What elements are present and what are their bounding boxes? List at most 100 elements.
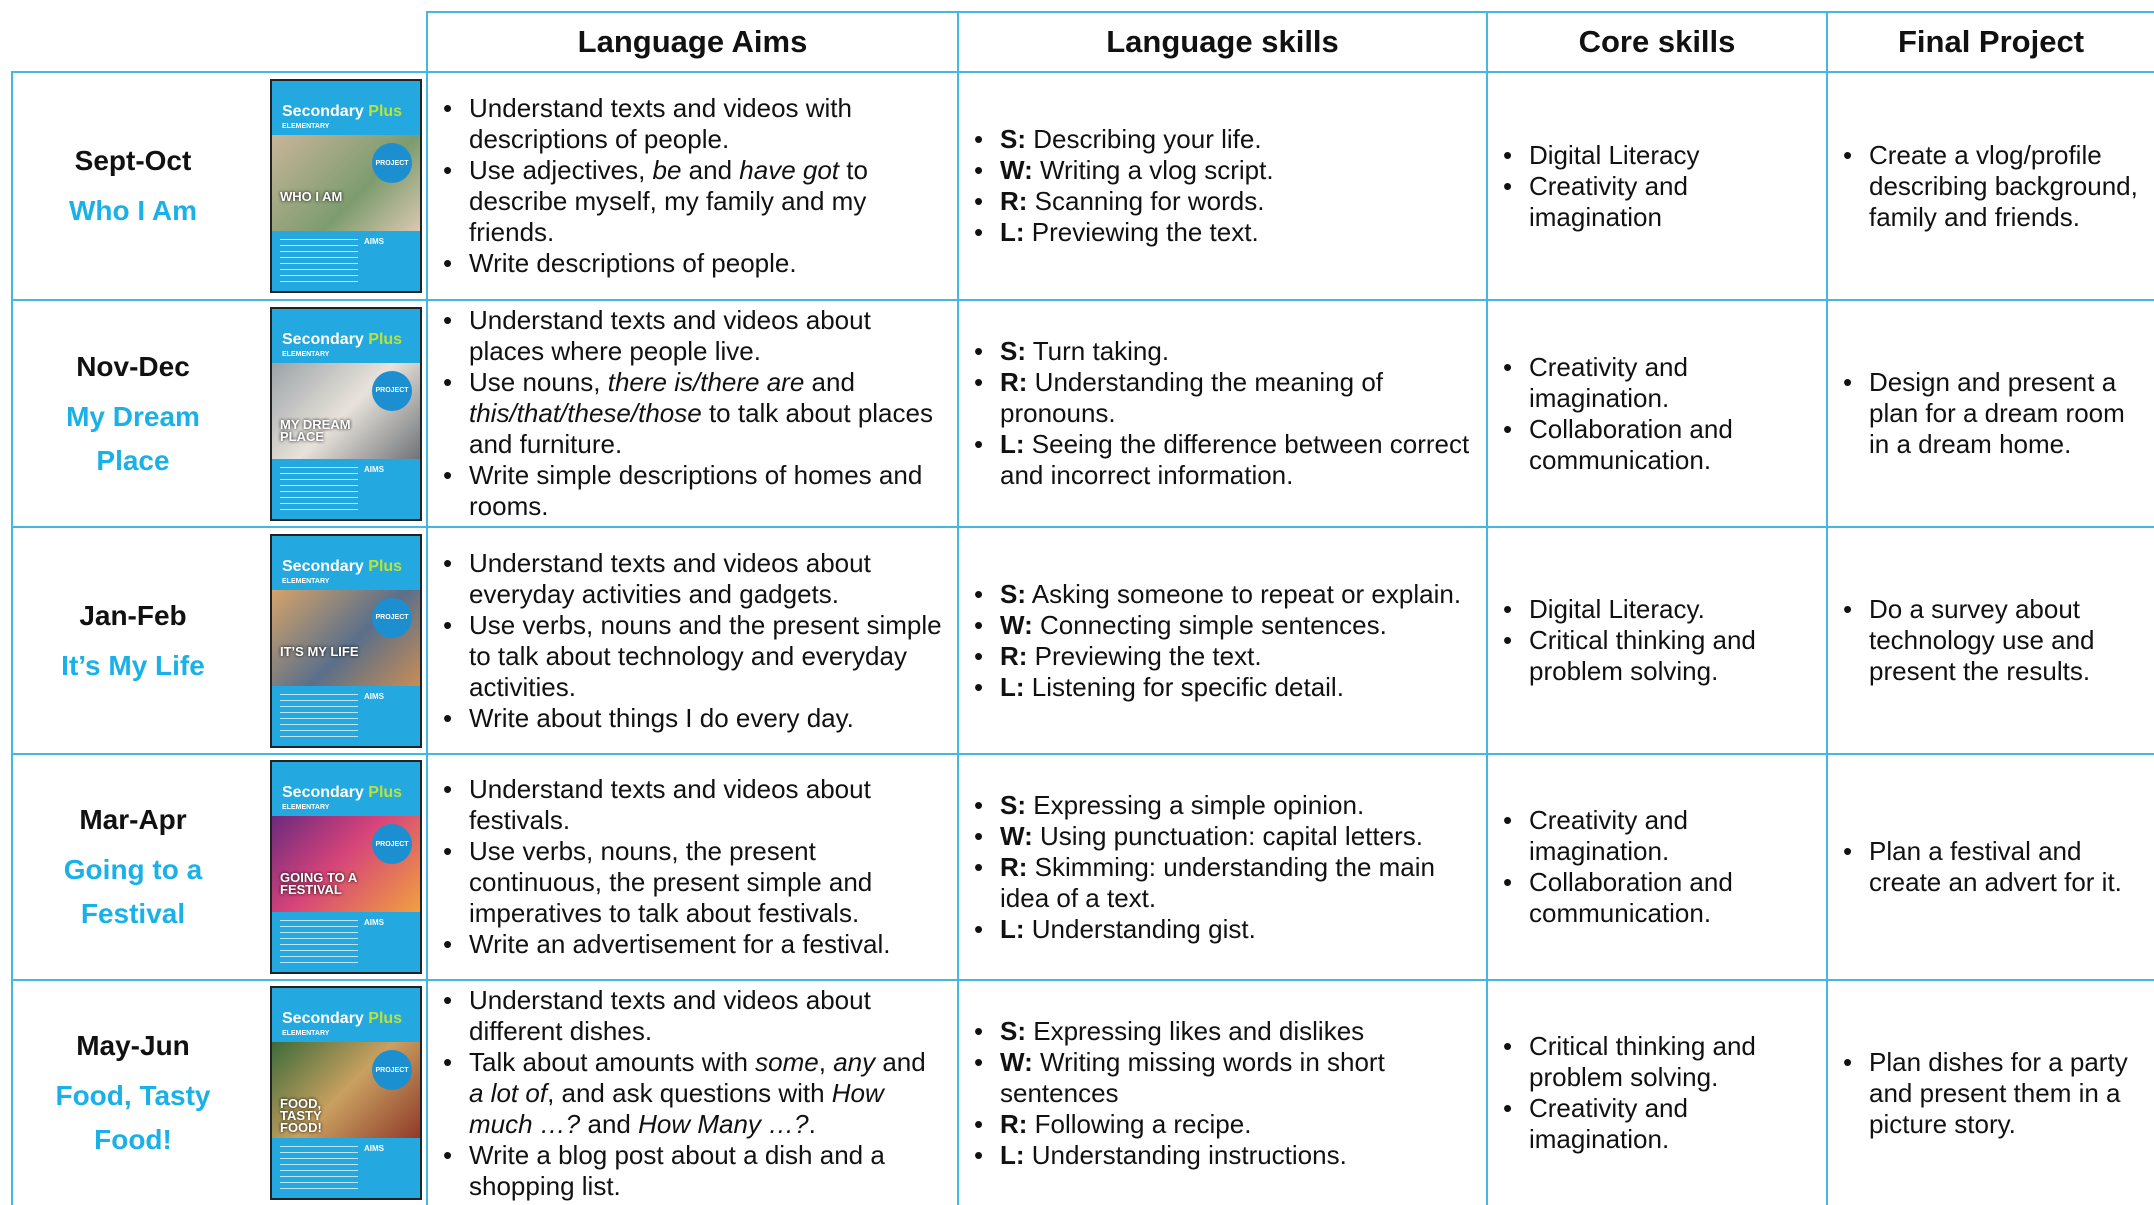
text: Use adjectives, (469, 155, 653, 185)
book-cover: Secondary Plus ELEMENTARY PROJECT IT’S MY L… (270, 533, 422, 748)
unit-label: May-Jun Food, Tasty Food! (13, 1024, 253, 1162)
bold-label: L: (1000, 429, 1025, 459)
bold-label: W: (1000, 155, 1033, 185)
aims-cell: Understand texts and videos about places… (426, 299, 957, 526)
text: Collaboration and communication. (1529, 867, 1733, 928)
bullet: L: Previewing the text. (959, 217, 1476, 248)
bullet: Creativity and imagination (1488, 171, 1816, 233)
cover-brand-main: Secondary (282, 103, 364, 120)
text: Skimming: understanding the main idea of… (1000, 851, 1435, 913)
bullet: S: Turn taking. (959, 336, 1476, 367)
bullet-list: S: Expressing likes and dislikesW: Writi… (959, 1016, 1476, 1171)
bullet: Create a vlog/profile describing backgro… (1828, 140, 2144, 233)
bullet: Do a survey about technology use and pre… (1828, 594, 2144, 687)
bold-label: L: (1000, 1139, 1025, 1170)
core-cell: Digital LiteracyCreativity and imaginati… (1486, 71, 1826, 299)
bullet: L: Listening for specific detail. (959, 672, 1476, 703)
skills-cell: S: Expressing likes and dislikesW: Writi… (957, 979, 1486, 1205)
bullet: Understand texts and videos about everyd… (428, 548, 947, 610)
unit-cell: Sept-Oct Who I Am Secondary Plus ELEMENTARY… (11, 71, 426, 299)
text: to talk about places and furniture. (469, 398, 933, 459)
core-cell: Creativity and imagination.Collaboration… (1486, 753, 1826, 979)
text: Understanding gist. (1024, 913, 1256, 944)
bullet: Creativity and imagination. (1488, 1093, 1816, 1155)
bullet-list: S: Describing your life.W: Writing a vlo… (959, 124, 1476, 248)
italic-text: a lot of (469, 1077, 548, 1108)
text: Using punctuation: capital letters. (1032, 820, 1423, 851)
bullet-list: S: Asking someone to repeat or explain.W… (959, 579, 1476, 703)
bullet-list: Creativity and imagination.Collaboration… (1488, 352, 1816, 476)
cover-brand-main: Secondary (282, 330, 364, 348)
bold-label: W: (1000, 820, 1033, 851)
bold-label: R: (1000, 367, 1028, 397)
italic-text: be (652, 155, 682, 185)
cover-title: IT’S MY LIFE (280, 643, 359, 659)
bullet: Write about things I do every day. (428, 703, 947, 734)
bullet: Plan a festival and create an advert for… (1828, 836, 2144, 898)
bullet: Use verbs, nouns and the present simple … (428, 610, 947, 703)
text: Understand texts and videos about differ… (469, 984, 871, 1046)
cover-aims: AIMS (364, 237, 384, 246)
text: Scanning for words. (1027, 186, 1265, 216)
aims-cell: Understand texts and videos about everyd… (426, 526, 957, 753)
bold-label: L: (1000, 671, 1025, 702)
core-cell: Creativity and imagination.Collaboration… (1486, 299, 1826, 526)
text: Design and present a plan for a dream ro… (1869, 367, 2125, 459)
text: Connecting simple sentences. (1032, 609, 1387, 640)
bullet: L: Seeing the difference between correct… (959, 429, 1476, 491)
cover-brand: Secondary Plus (282, 331, 402, 349)
cover-badge: PROJECT (372, 597, 412, 638)
cover-badge: PROJECT (372, 370, 412, 411)
unit-title: Going to a Festival (63, 854, 203, 929)
bullet: Understand texts and videos about places… (428, 305, 947, 367)
period: Sept-Oct (74, 145, 192, 176)
project-cell: Plan dishes for a party and present them… (1826, 979, 2154, 1205)
bullet: R: Scanning for words. (959, 186, 1476, 217)
cover-brand-accent: Plus (368, 784, 403, 801)
skills-cell: S: Asking someone to repeat or explain.W… (957, 526, 1486, 753)
text: Critical thinking and problem solving. (1529, 625, 1756, 686)
text: Understand texts and videos about festiv… (469, 774, 871, 835)
cover-lines (280, 239, 358, 283)
text: Write about things I do every day. (469, 702, 854, 733)
text: Creativity and imagination. (1529, 351, 1688, 413)
bullet: Use verbs, nouns, the present continuous… (428, 836, 947, 929)
unit-cell: May-Jun Food, Tasty Food! Secondary Plus EL… (11, 979, 426, 1205)
book-cover: Secondary Plus ELEMENTARY PROJECT MY DREAM … (270, 306, 422, 521)
bullet-list: Plan a festival and create an advert for… (1828, 836, 2144, 898)
project-cell: Plan a festival and create an advert for… (1826, 753, 2154, 979)
bullet: Creativity and imagination. (1488, 352, 1816, 414)
text: Collaboration and communication. (1529, 413, 1733, 475)
bold-label: R: (1000, 640, 1028, 671)
bold-label: R: (1000, 851, 1028, 882)
bullet-list: Understand texts and videos with descrip… (428, 93, 947, 279)
cover-title: MY DREAM PLACE (280, 416, 351, 444)
text: and (580, 1108, 639, 1139)
bullet-list: Understand texts and videos about everyd… (428, 548, 947, 734)
cover-brand: Secondary Plus (282, 1010, 402, 1028)
bullet: Talk about amounts with some, any and a … (428, 1047, 947, 1140)
text: and (681, 155, 740, 185)
cover-brand: Secondary Plus (282, 784, 402, 802)
cover-lines (280, 466, 358, 511)
period: May-Jun (76, 1030, 190, 1061)
cover-aims: AIMS (364, 1144, 384, 1153)
cover-lines (280, 693, 358, 738)
cover-title: GOING TO A FESTIVAL (280, 870, 357, 897)
skills-cell: S: Turn taking.R: Understanding the mean… (957, 299, 1486, 526)
cover-badge: PROJECT (372, 143, 412, 183)
bullet: Collaboration and communication. (1488, 867, 1816, 929)
unit-label: Sept-Oct Who I Am (13, 139, 253, 233)
unit-label: Mar-Apr Going to a Festival (13, 798, 253, 936)
period: Nov-Dec (76, 350, 190, 382)
cover-brand-accent: Plus (368, 103, 403, 120)
text: Write descriptions of people. (469, 248, 797, 278)
column-header: Core skills (1486, 11, 1826, 71)
bullet: W: Connecting simple sentences. (959, 610, 1476, 641)
text: Plan a festival and create an advert for… (1869, 836, 2122, 897)
aims-cell: Understand texts and videos with descrip… (426, 71, 957, 299)
bullet: Critical thinking and problem solving. (1488, 1031, 1816, 1093)
bullet: W: Using punctuation: capital letters. (959, 821, 1476, 852)
cover-badge: PROJECT (372, 1050, 412, 1090)
